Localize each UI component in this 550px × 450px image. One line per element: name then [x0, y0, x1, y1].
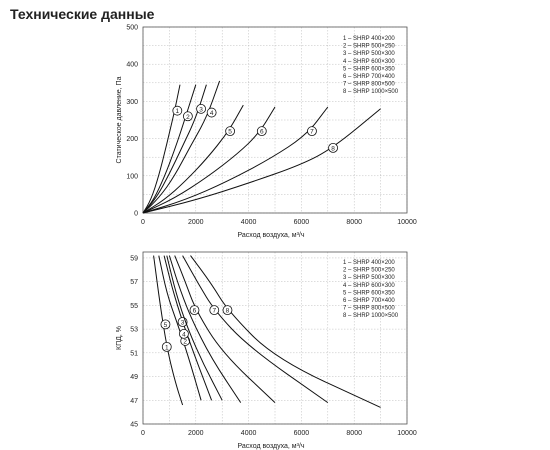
chart1-series-line-3 — [142, 84, 207, 214]
chart1-legend-entry: 5 – SHRP 600×350 — [343, 66, 395, 72]
chart2-legend-entry: 3 – SHRP 500×300 — [343, 275, 395, 281]
chart2-x-axis-label: Расход воздуха, м³/ч — [237, 443, 304, 450]
chart2-x-tick-label: 6000 — [294, 430, 310, 437]
chart1-series-marker-1 — [172, 105, 183, 116]
chart1-series-marker-label-2: 2 — [186, 114, 190, 121]
chart1-series-marker-label-3: 3 — [199, 106, 203, 113]
chart1-legend-entry: 2 – SHRP 500×250 — [343, 44, 395, 50]
chart2-series-marker-7 — [209, 305, 220, 316]
chart2-y-tick-label: 59 — [130, 255, 138, 262]
chart1-series-marker-label-1: 1 — [176, 108, 180, 115]
chart1-series-marker-label-4: 4 — [210, 110, 214, 117]
chart2-legend-entry: 6 – SHRP 700×400 — [343, 298, 395, 304]
chart1-x-tick-label: 6000 — [294, 219, 310, 226]
chart1-series-line-5 — [142, 104, 244, 214]
chart1-series-marker-label-5: 5 — [228, 129, 232, 136]
chart2-series-line-3 — [163, 255, 213, 401]
chart2-y-axis-label: КПД, % — [116, 326, 123, 350]
chart2-x-tick-label: 8000 — [346, 430, 362, 437]
chart2-plot-frame — [142, 251, 408, 425]
chart2-series-marker-5 — [160, 319, 171, 330]
chart2-series-marker-label-5: 5 — [164, 322, 168, 329]
chart2-series-marker-6 — [189, 305, 200, 316]
chart2-series-marker-label-6: 6 — [193, 308, 197, 315]
chart1-series-marker-4 — [206, 107, 217, 118]
chart1-x-tick-label: 10000 — [397, 219, 417, 226]
chart2-series-marker-label-8: 8 — [226, 308, 230, 315]
chart1-series-marker-6 — [256, 126, 267, 137]
chart2-y-tick-label: 49 — [130, 374, 138, 381]
chart1-x-tick-label: 0 — [141, 219, 145, 226]
chart1-x-tick-label: 4000 — [241, 219, 257, 226]
chart1-legend-entry: 8 – SHRP 1000×500 — [343, 89, 399, 95]
chart2-series-line-5 — [168, 255, 242, 403]
chart1-series-marker-label-8: 8 — [331, 145, 335, 152]
chart1-series-marker-8 — [328, 142, 338, 153]
chart2-series-marker-label-4: 4 — [182, 331, 186, 338]
chart2-series-marker-8 — [222, 305, 233, 316]
chart2-x-tick-label: 2000 — [188, 430, 204, 437]
chart2-y-tick-label: 55 — [130, 303, 138, 310]
chart2-y-tick-label: 45 — [130, 422, 138, 429]
chart1-series-marker-label-7: 7 — [310, 129, 314, 136]
chart2-series-marker-label-2: 2 — [183, 338, 187, 345]
chart1-series-marker-2 — [182, 111, 193, 122]
chart2-series-line-2 — [158, 255, 202, 401]
chart1-y-tick-label: 100 — [126, 173, 138, 180]
chart2-series-marker-label-1: 1 — [165, 344, 169, 351]
chart1-y-tick-label: 300 — [126, 99, 138, 106]
chart1-series-marker-7 — [307, 126, 317, 137]
chart1-y-tick-label: 500 — [126, 25, 138, 32]
chart2-series-line-7 — [182, 255, 329, 404]
chart2-series-marker-label-7: 7 — [212, 308, 216, 315]
chart1-legend-entry: 3 – SHRP 500×300 — [343, 51, 395, 57]
chart1-legend-entry: 4 – SHRP 600×300 — [343, 59, 395, 65]
chart1-series-line-7 — [142, 106, 329, 214]
chart2-series-marker-4 — [179, 328, 189, 339]
chart1-y-tick-label: 0 — [134, 211, 138, 218]
chart2-legend-entry: 7 – SHRP 800×500 — [343, 306, 395, 312]
chart2-series-line-6 — [174, 255, 276, 403]
chart2-y-tick-label: 57 — [130, 279, 138, 286]
chart2-y-tick-label: 47 — [130, 398, 138, 405]
chart1-legend-entry: 1 – SHRP 400×200 — [343, 36, 395, 42]
chart1-plot-frame — [142, 26, 408, 214]
chart1-y-axis-label: Статическое давление, Па — [116, 76, 123, 163]
chart1-x-tick-label: 2000 — [188, 219, 204, 226]
chart1-y-tick-label: 400 — [126, 62, 138, 69]
chart2-series-line-1 — [153, 255, 184, 406]
chart1-series-line-2 — [142, 84, 197, 214]
chart2-x-tick-label: 0 — [141, 430, 145, 437]
chart1-series-line-4 — [142, 80, 221, 214]
chart2-legend-entry: 1 – SHRP 400×200 — [343, 260, 395, 266]
chart2-series-line-4 — [166, 255, 223, 401]
chart1-series-line-8 — [142, 108, 381, 214]
chart2-x-tick-label: 10000 — [397, 430, 417, 437]
chart1-y-tick-label: 200 — [126, 136, 138, 143]
chart1-x-axis-label: Расход воздуха, м³/ч — [237, 232, 304, 239]
chart2-series-marker-label-3: 3 — [181, 319, 185, 326]
chart1-legend-entry: 6 – SHRP 700×400 — [343, 74, 395, 80]
chart1-series-line-6 — [142, 106, 276, 214]
chart1-series-line-1 — [142, 84, 181, 214]
chart2-series-line-8 — [190, 255, 381, 408]
chart2-series-marker-1 — [161, 341, 172, 352]
chart2-y-tick-label: 53 — [130, 327, 138, 334]
chart2-x-tick-label: 4000 — [241, 430, 257, 437]
chart1-series-marker-3 — [196, 103, 206, 114]
chart1-legend-entry: 7 – SHRP 800×500 — [343, 82, 395, 88]
chart2-legend-entry: 8 – SHRP 1000×500 — [343, 313, 399, 319]
chart2-legend-entry: 4 – SHRP 600×300 — [343, 283, 395, 289]
chart1-x-tick-label: 8000 — [346, 219, 362, 226]
chart1-series-marker-5 — [225, 126, 236, 137]
chart2-legend-entry: 5 – SHRP 600×350 — [343, 290, 395, 296]
chart1-series-marker-label-6: 6 — [260, 129, 264, 136]
page-title: Технические данные — [10, 6, 155, 22]
chart2-legend-entry: 2 – SHRP 500×250 — [343, 268, 395, 274]
chart2-y-tick-label: 51 — [130, 350, 138, 357]
